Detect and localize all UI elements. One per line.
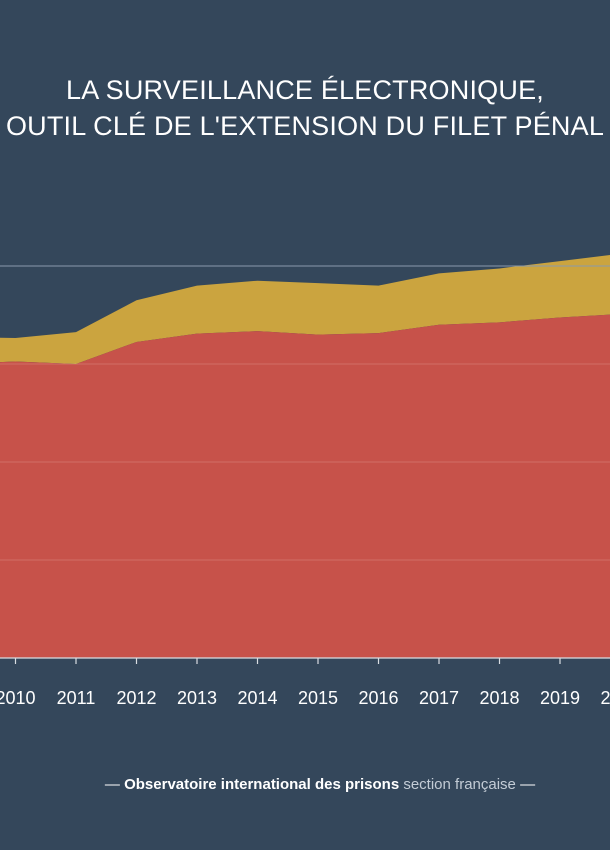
- footer-section: section française: [403, 776, 516, 793]
- x-tick-label: 2013: [177, 688, 217, 708]
- x-tick-label: 2019: [540, 688, 580, 708]
- x-tick-label: 2011: [57, 688, 96, 708]
- x-tick-label: 2016: [358, 688, 398, 708]
- footer-organization: Observatoire international des prisons: [124, 776, 400, 793]
- x-tick-label: 2018: [479, 688, 519, 708]
- area-series-lower: [0, 314, 610, 658]
- footer-dash-right: —: [520, 776, 536, 793]
- footer-credit: — Observatoire international des prisons…: [0, 776, 610, 793]
- chart-title-line-1: LA SURVEILLANCE ÉLECTRONIQUE,: [66, 75, 544, 105]
- x-tick-label: 2014: [237, 688, 277, 708]
- x-tick-label: 2017: [419, 688, 459, 708]
- chart-title: LA SURVEILLANCE ÉLECTRONIQUE, OUTIL CLÉ …: [0, 72, 610, 144]
- footer-dash-left: —: [104, 776, 120, 793]
- area-series-upper: [0, 255, 610, 364]
- x-tick-label: 2010: [0, 688, 36, 708]
- x-tick-label: 2015: [298, 688, 338, 708]
- x-tick-label: 2012: [116, 688, 156, 708]
- chart-title-line-2: OUTIL CLÉ DE L'EXTENSION DU FILET PÉNAL: [5, 111, 605, 141]
- x-tick-label: 2020: [600, 688, 610, 708]
